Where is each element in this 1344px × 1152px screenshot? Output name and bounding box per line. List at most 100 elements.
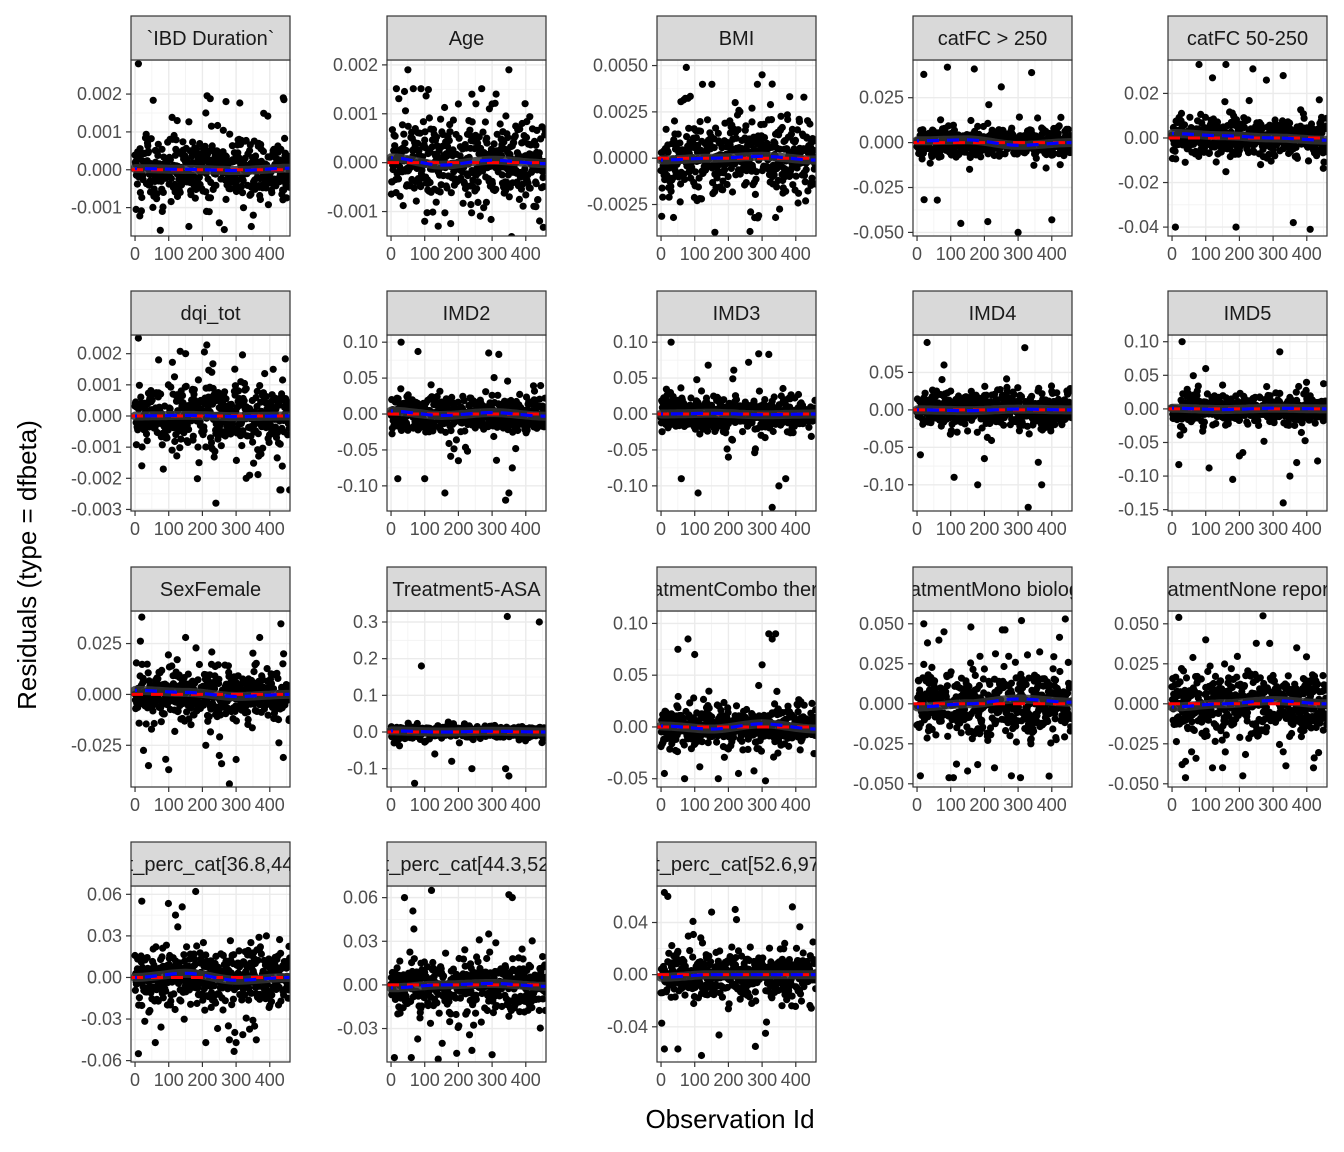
data-point xyxy=(658,428,666,436)
data-point xyxy=(246,147,254,155)
data-point xyxy=(468,209,476,217)
data-point xyxy=(492,456,501,464)
data-point-outlier xyxy=(1171,223,1179,231)
data-point xyxy=(800,93,808,101)
data-point xyxy=(984,119,992,127)
data-point xyxy=(542,130,546,139)
data-point xyxy=(436,387,444,395)
data-point xyxy=(793,126,802,134)
data-point-outlier xyxy=(667,338,675,346)
data-point xyxy=(1056,161,1064,169)
x-tick-label: 300 xyxy=(747,519,777,539)
data-point xyxy=(426,178,434,187)
data-point xyxy=(800,171,809,180)
data-point-outlier xyxy=(997,83,1005,91)
y-tick-label: -0.002 xyxy=(71,468,122,488)
x-tick-label: 200 xyxy=(969,519,999,539)
data-point xyxy=(226,185,234,193)
data-point xyxy=(724,173,732,181)
data-point xyxy=(1042,164,1050,172)
data-point xyxy=(1038,390,1046,398)
data-point xyxy=(760,134,769,142)
data-point xyxy=(537,382,545,390)
data-point xyxy=(767,116,776,124)
y-tick-label: 0.05 xyxy=(343,368,378,388)
data-point xyxy=(424,422,432,430)
data-point-outlier xyxy=(495,350,503,358)
data-point xyxy=(698,80,707,88)
data-point xyxy=(190,386,198,394)
data-point xyxy=(514,426,522,435)
y-tick-label: 0.0025 xyxy=(593,102,648,122)
data-point xyxy=(221,388,229,396)
data-point xyxy=(770,393,778,401)
facet-title: IMD2 xyxy=(443,303,491,325)
data-point xyxy=(787,171,795,179)
data-point xyxy=(508,233,516,236)
data-point xyxy=(472,100,480,108)
data-point xyxy=(1055,122,1063,130)
facet-title: `IBD Duration` xyxy=(147,28,275,50)
x-tick-label: 0 xyxy=(130,519,140,539)
data-point xyxy=(714,129,722,137)
facet-title: Age xyxy=(449,28,485,50)
y-tick-label: -0.003 xyxy=(71,499,122,519)
data-point-outlier xyxy=(940,361,948,369)
data-point xyxy=(461,427,469,435)
data-point xyxy=(532,141,540,149)
data-point xyxy=(694,183,703,191)
data-point xyxy=(493,130,501,138)
data-point xyxy=(469,176,477,184)
data-point xyxy=(664,148,672,156)
data-point-outlier xyxy=(502,496,510,504)
x-tick-label: 200 xyxy=(1224,244,1254,264)
data-point xyxy=(658,212,666,220)
data-point xyxy=(171,437,179,446)
x-tick-label: 100 xyxy=(410,519,440,539)
smooth-line xyxy=(390,409,546,418)
data-point xyxy=(207,122,216,130)
data-point-outlier xyxy=(772,213,780,222)
x-tick-label: 400 xyxy=(1292,244,1322,264)
data-point xyxy=(1322,147,1327,155)
data-point xyxy=(494,391,502,399)
data-point xyxy=(203,341,211,349)
data-point xyxy=(1286,119,1294,127)
data-point xyxy=(425,114,433,122)
data-point xyxy=(920,196,928,204)
data-point xyxy=(159,188,167,196)
data-point xyxy=(696,430,704,438)
data-point xyxy=(697,387,706,395)
x-tick-label: 300 xyxy=(477,519,507,539)
data-point-outlier xyxy=(1024,503,1032,511)
data-point xyxy=(662,125,670,133)
x-tick-label: 200 xyxy=(713,244,743,264)
data-point xyxy=(778,123,786,132)
facet-panel: dqi_tot-0.003-0.002-0.0010.0000.0010.002… xyxy=(71,290,291,539)
data-point xyxy=(659,193,667,201)
data-point xyxy=(257,450,265,458)
y-tick-label: 0.000 xyxy=(77,406,122,426)
data-point xyxy=(482,198,490,206)
data-point xyxy=(478,85,486,93)
data-point xyxy=(779,384,787,393)
data-point xyxy=(947,427,956,435)
data-point-outlier xyxy=(441,489,449,497)
data-point xyxy=(1315,96,1323,104)
data-point xyxy=(259,147,267,155)
data-point-outlier xyxy=(421,217,429,225)
data-point xyxy=(154,151,162,159)
data-point-outlier xyxy=(138,462,146,470)
data-point xyxy=(464,191,472,199)
data-point xyxy=(490,432,498,441)
data-point xyxy=(137,207,145,215)
x-tick-label: 100 xyxy=(680,244,710,264)
data-point xyxy=(504,133,512,142)
data-point-outlier xyxy=(505,489,513,497)
x-tick-label: 300 xyxy=(477,244,507,264)
data-point-outlier xyxy=(933,196,941,204)
data-point xyxy=(445,439,453,448)
data-point-outlier xyxy=(247,222,255,231)
data-point-outlier xyxy=(269,365,277,373)
data-point xyxy=(522,133,531,142)
